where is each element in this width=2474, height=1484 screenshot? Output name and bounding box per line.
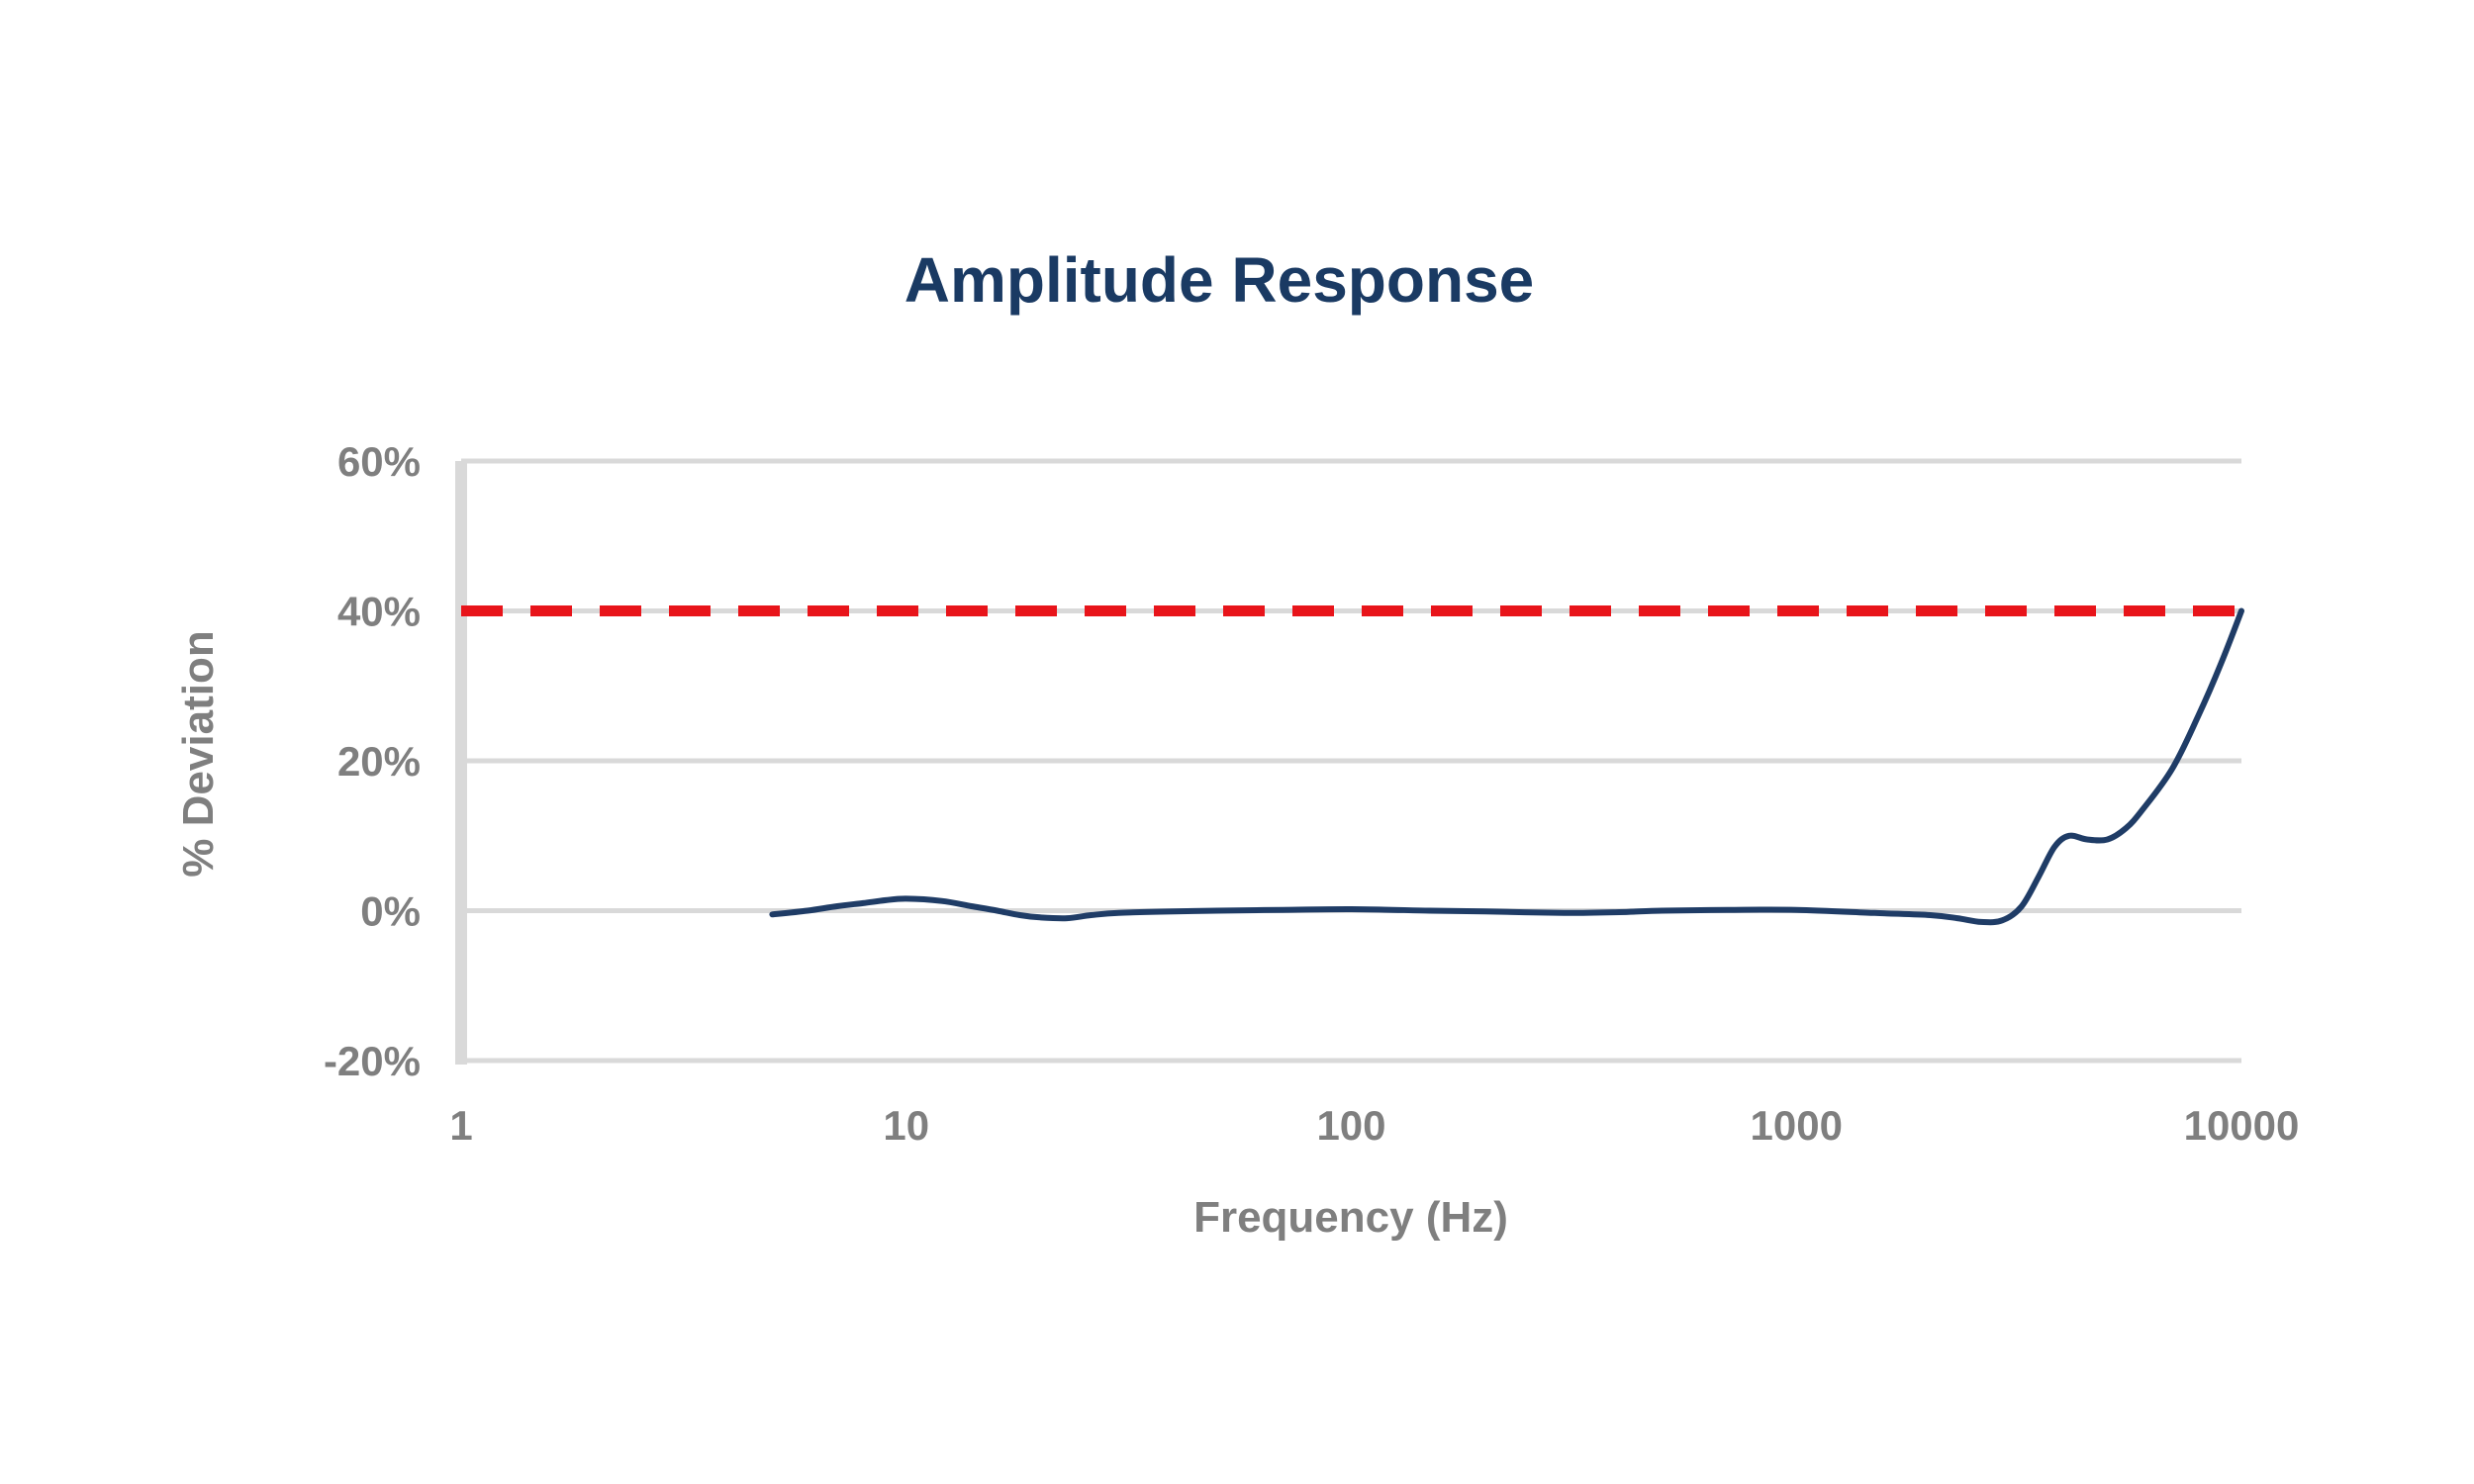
x-tick-label: 1000: [1751, 1102, 1843, 1149]
series-layer: [461, 605, 2244, 926]
x-tick-label: 10: [883, 1102, 929, 1149]
y-tick-label: 40%: [337, 589, 421, 635]
series-line: [769, 607, 2244, 926]
gridlines: [461, 458, 2241, 1064]
y-tick-label: -20%: [324, 1038, 421, 1084]
x-tick-labels: 1 10 100 1000 10000: [449, 1102, 2299, 1149]
y-tick-labels: -20% 0% 20% 40% 60%: [324, 438, 421, 1084]
x-axis-label: Frequency (Hz): [1193, 1193, 1508, 1242]
y-tick-label: 0%: [360, 888, 421, 935]
x-tick-label: 1: [449, 1102, 472, 1149]
y-tick-label: 60%: [337, 438, 421, 485]
x-tick-label: 10000: [2184, 1102, 2300, 1149]
x-tick-label: 100: [1316, 1102, 1385, 1149]
y-tick-label: 20%: [337, 738, 421, 785]
chart-title: Amplitude Response: [904, 244, 1535, 316]
y-axis-label: % Deviation: [174, 630, 223, 877]
